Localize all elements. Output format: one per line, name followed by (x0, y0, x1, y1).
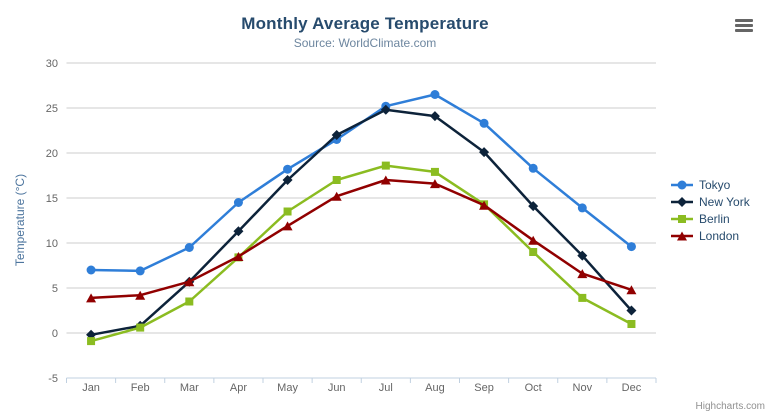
data-point-marker[interactable] (577, 250, 588, 261)
data-point-marker[interactable] (283, 164, 293, 174)
series-line (89, 164, 633, 343)
legend-triangle-icon (671, 231, 693, 240)
data-point-marker[interactable] (578, 293, 587, 302)
legend-square-icon (671, 214, 693, 223)
chart-subtitle: Source: WorldClimate.com (293, 36, 437, 50)
hamburger-menu-icon (735, 19, 753, 22)
data-point-marker[interactable] (380, 175, 391, 185)
data-point-marker[interactable] (528, 201, 539, 212)
x-axis-label: Dec (622, 382, 642, 394)
data-point-marker[interactable] (430, 167, 439, 176)
data-point-marker[interactable] (627, 320, 636, 328)
y-axis-label: 5 (52, 283, 58, 295)
credits-link[interactable]: Highcharts.com (695, 401, 765, 412)
data-point-marker[interactable] (479, 200, 490, 210)
data-point-marker[interactable] (626, 285, 637, 295)
data-point-marker[interactable] (282, 175, 293, 185)
series-tokyo[interactable] (86, 90, 636, 276)
data-point-marker[interactable] (86, 265, 96, 275)
y-axis-title: Temperature (°C) (13, 174, 27, 266)
data-point-marker[interactable] (86, 293, 97, 303)
legend-item-berlin[interactable]: Berlin (670, 210, 750, 227)
y-axis-label: 0 (52, 328, 58, 340)
x-axis-label: Oct (525, 382, 542, 394)
series-new-york[interactable] (86, 104, 637, 340)
legend-label: New York (699, 194, 750, 209)
series-layer (86, 90, 637, 346)
data-point-marker[interactable] (87, 337, 96, 346)
data-point-marker[interactable] (381, 161, 390, 170)
legend-circle-icon (671, 180, 693, 189)
data-point-marker[interactable] (135, 290, 146, 300)
x-axis-label: Aug (425, 382, 445, 394)
legend-item-london[interactable]: London (670, 227, 750, 244)
data-point-marker[interactable] (528, 235, 539, 245)
data-point-marker[interactable] (380, 104, 391, 115)
data-point-marker[interactable] (479, 118, 489, 128)
data-point-marker[interactable] (233, 198, 243, 207)
chart-title: Monthly Average Temperature (241, 14, 489, 33)
data-point-marker[interactable] (233, 252, 244, 261)
data-point-marker[interactable] (136, 323, 145, 332)
data-point-marker[interactable] (429, 111, 440, 122)
data-point-marker[interactable] (479, 147, 490, 158)
y-axis-label: 10 (46, 238, 58, 250)
axis-layer: Jan Feb Mar Apr May Jun Jul Aug Sep Oct Nov Dec (66, 377, 657, 394)
legend-label: London (699, 228, 740, 243)
data-point-marker[interactable] (677, 180, 687, 189)
data-point-marker[interactable] (331, 130, 342, 140)
legend-diamond-icon (671, 196, 693, 207)
data-point-marker[interactable] (233, 226, 244, 237)
data-point-marker[interactable] (184, 243, 194, 252)
data-point-marker[interactable] (528, 163, 538, 173)
data-point-marker[interactable] (626, 242, 636, 252)
data-point-marker[interactable] (677, 196, 687, 207)
hamburger-menu-icon (735, 24, 753, 27)
data-point-marker[interactable] (577, 269, 588, 279)
data-point-marker[interactable] (677, 231, 687, 240)
legend: Tokyo New York Berlin London (670, 176, 750, 244)
data-point-marker[interactable] (678, 214, 686, 223)
export-menu-button[interactable] (735, 19, 753, 34)
data-point-marker[interactable] (185, 297, 194, 306)
data-point-marker[interactable] (577, 203, 587, 213)
legend-label: Berlin (699, 211, 730, 226)
data-point-marker[interactable] (429, 179, 440, 189)
y-axis-label: 20 (46, 148, 58, 160)
y-axis-label: -5 (48, 373, 58, 385)
x-axis-label: Jun (328, 382, 346, 394)
series-line (89, 93, 633, 273)
legend-item-new-york[interactable]: New York (670, 193, 750, 210)
data-point-marker[interactable] (184, 277, 195, 287)
series-line (89, 108, 633, 337)
data-point-marker[interactable] (283, 207, 292, 216)
x-axis-label: Feb (131, 382, 150, 394)
y-axis-label: 25 (46, 103, 58, 115)
legend-label: Tokyo (699, 177, 731, 192)
data-point-marker[interactable] (282, 221, 293, 231)
x-axis-label: Mar (180, 382, 199, 394)
x-axis-label: Sep (474, 382, 494, 394)
data-point-marker[interactable] (529, 248, 538, 256)
data-point-marker[interactable] (332, 176, 341, 184)
data-point-marker[interactable] (626, 305, 637, 316)
x-axis-label: Nov (573, 382, 593, 394)
data-point-marker[interactable] (135, 266, 145, 276)
data-point-marker[interactable] (430, 90, 440, 99)
x-axis-label: Jan (82, 382, 100, 394)
series-line (89, 178, 633, 300)
y-axis-label: 30 (46, 58, 58, 70)
grid-layer: -5 0 5 10 15 20 25 30 (46, 58, 656, 385)
series-london[interactable] (86, 175, 637, 303)
x-axis-label: Apr (230, 382, 247, 394)
data-point-marker[interactable] (331, 191, 342, 201)
legend-item-tokyo[interactable]: Tokyo (670, 176, 750, 193)
x-axis-label: May (277, 382, 298, 394)
y-axis-label: 15 (46, 193, 58, 205)
hamburger-menu-icon (735, 29, 753, 32)
x-axis-label: Jul (379, 382, 393, 394)
